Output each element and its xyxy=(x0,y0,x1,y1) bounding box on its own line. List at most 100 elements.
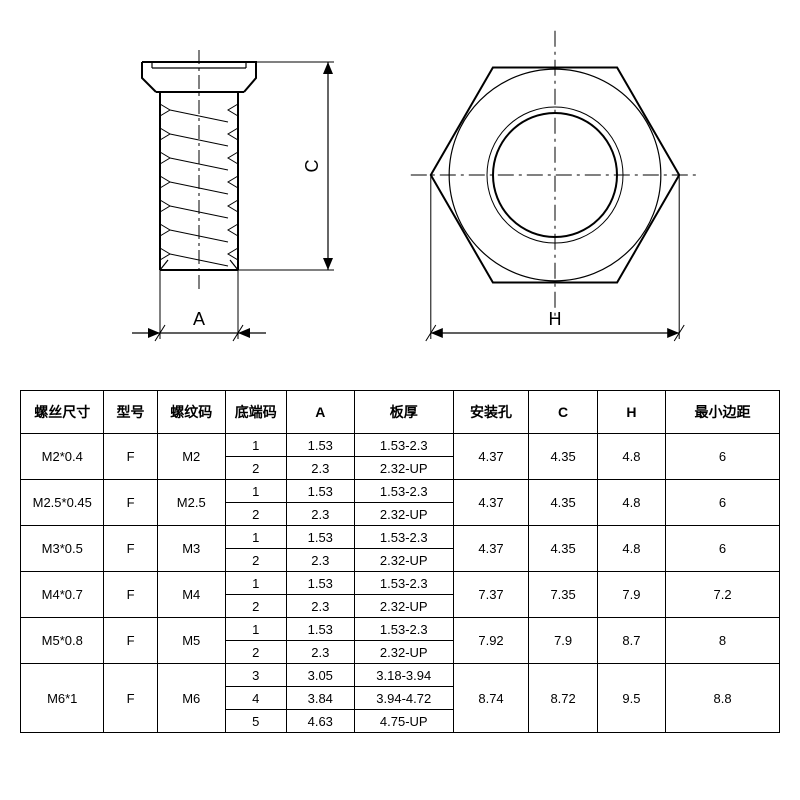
cell-edge: 6 xyxy=(666,480,780,526)
cell-C: 4.35 xyxy=(529,526,597,572)
cell-screw: M6*1 xyxy=(21,664,104,733)
cell-A: 1.53 xyxy=(286,434,354,457)
cell-screw: M5*0.8 xyxy=(21,618,104,664)
table-row: M3*0.5FM311.531.53-2.34.374.354.86 xyxy=(21,526,780,549)
cell-A: 1.53 xyxy=(286,618,354,641)
cell-plate: 3.18-3.94 xyxy=(354,664,453,687)
cell-screw: M2.5*0.45 xyxy=(21,480,104,526)
cell-code: 1 xyxy=(225,572,286,595)
column-header: 底端码 xyxy=(225,391,286,434)
cell-H: 4.8 xyxy=(597,480,665,526)
table-row: M6*1FM633.053.18-3.948.748.729.58.8 xyxy=(21,664,780,687)
cell-plate: 2.32-UP xyxy=(354,549,453,572)
cell-A: 2.3 xyxy=(286,503,354,526)
svg-text:C: C xyxy=(302,160,322,173)
cell-code: 4 xyxy=(225,687,286,710)
cell-code: 3 xyxy=(225,664,286,687)
column-header: 螺纹码 xyxy=(157,391,225,434)
cell-C: 4.35 xyxy=(529,434,597,480)
cell-hole: 4.37 xyxy=(453,434,529,480)
cell-thread: M5 xyxy=(157,618,225,664)
table-row: M2.5*0.45FM2.511.531.53-2.34.374.354.86 xyxy=(21,480,780,503)
cell-plate: 2.32-UP xyxy=(354,503,453,526)
column-header: 型号 xyxy=(104,391,157,434)
engineering-diagram: C A H xyxy=(0,0,800,380)
cell-plate: 2.32-UP xyxy=(354,457,453,480)
column-header: 螺丝尺寸 xyxy=(21,391,104,434)
cell-hole: 7.37 xyxy=(453,572,529,618)
cell-C: 4.35 xyxy=(529,480,597,526)
column-header: 板厚 xyxy=(354,391,453,434)
cell-edge: 8.8 xyxy=(666,664,780,733)
column-header: 安装孔 xyxy=(453,391,529,434)
cell-screw: M4*0.7 xyxy=(21,572,104,618)
table-row: M2*0.4FM211.531.53-2.34.374.354.86 xyxy=(21,434,780,457)
cell-code: 5 xyxy=(225,710,286,733)
cell-hole: 8.74 xyxy=(453,664,529,733)
cell-A: 3.05 xyxy=(286,664,354,687)
svg-text:A: A xyxy=(193,309,205,329)
cell-model: F xyxy=(104,572,157,618)
cell-code: 1 xyxy=(225,526,286,549)
cell-A: 1.53 xyxy=(286,526,354,549)
cell-A: 1.53 xyxy=(286,572,354,595)
cell-plate: 1.53-2.3 xyxy=(354,480,453,503)
cell-edge: 7.2 xyxy=(666,572,780,618)
cell-hole: 4.37 xyxy=(453,480,529,526)
cell-plate: 2.32-UP xyxy=(354,595,453,618)
table-row: M5*0.8FM511.531.53-2.37.927.98.78 xyxy=(21,618,780,641)
cell-plate: 3.94-4.72 xyxy=(354,687,453,710)
column-header: C xyxy=(529,391,597,434)
cell-A: 2.3 xyxy=(286,457,354,480)
cell-H: 4.8 xyxy=(597,434,665,480)
cell-thread: M4 xyxy=(157,572,225,618)
cell-edge: 8 xyxy=(666,618,780,664)
cell-code: 1 xyxy=(225,480,286,503)
cell-A: 1.53 xyxy=(286,480,354,503)
cell-plate: 1.53-2.3 xyxy=(354,618,453,641)
cell-A: 2.3 xyxy=(286,549,354,572)
cell-code: 1 xyxy=(225,434,286,457)
cell-A: 3.84 xyxy=(286,687,354,710)
cell-model: F xyxy=(104,618,157,664)
table-row: M4*0.7FM411.531.53-2.37.377.357.97.2 xyxy=(21,572,780,595)
cell-plate: 2.32-UP xyxy=(354,641,453,664)
cell-code: 2 xyxy=(225,595,286,618)
cell-A: 2.3 xyxy=(286,641,354,664)
cell-code: 2 xyxy=(225,457,286,480)
cell-edge: 6 xyxy=(666,526,780,572)
cell-model: F xyxy=(104,434,157,480)
cell-H: 8.7 xyxy=(597,618,665,664)
column-header: A xyxy=(286,391,354,434)
cell-code: 2 xyxy=(225,549,286,572)
specification-table: 螺丝尺寸型号螺纹码底端码A板厚安装孔CH最小边距M2*0.4FM211.531.… xyxy=(20,390,780,733)
cell-thread: M2.5 xyxy=(157,480,225,526)
cell-thread: M2 xyxy=(157,434,225,480)
cell-plate: 1.53-2.3 xyxy=(354,526,453,549)
cell-model: F xyxy=(104,664,157,733)
svg-text:H: H xyxy=(549,309,562,329)
cell-H: 4.8 xyxy=(597,526,665,572)
cell-plate: 1.53-2.3 xyxy=(354,434,453,457)
cell-hole: 7.92 xyxy=(453,618,529,664)
column-header: H xyxy=(597,391,665,434)
cell-model: F xyxy=(104,526,157,572)
cell-edge: 6 xyxy=(666,434,780,480)
cell-H: 9.5 xyxy=(597,664,665,733)
cell-plate: 1.53-2.3 xyxy=(354,572,453,595)
cell-A: 4.63 xyxy=(286,710,354,733)
cell-code: 1 xyxy=(225,618,286,641)
cell-model: F xyxy=(104,480,157,526)
cell-hole: 4.37 xyxy=(453,526,529,572)
cell-C: 7.35 xyxy=(529,572,597,618)
cell-H: 7.9 xyxy=(597,572,665,618)
column-header: 最小边距 xyxy=(666,391,780,434)
cell-thread: M6 xyxy=(157,664,225,733)
cell-code: 2 xyxy=(225,641,286,664)
cell-C: 8.72 xyxy=(529,664,597,733)
cell-C: 7.9 xyxy=(529,618,597,664)
cell-code: 2 xyxy=(225,503,286,526)
cell-screw: M3*0.5 xyxy=(21,526,104,572)
cell-plate: 4.75-UP xyxy=(354,710,453,733)
cell-screw: M2*0.4 xyxy=(21,434,104,480)
